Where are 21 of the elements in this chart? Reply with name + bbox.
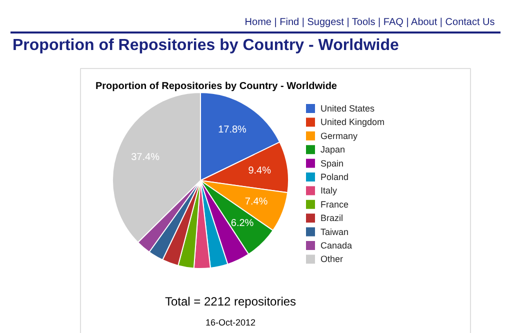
data-label: 7.4% xyxy=(244,196,268,208)
data-label: 17.8% xyxy=(218,124,247,136)
chart-title: Proportion of Repositories by Country - Worldwide xyxy=(96,81,338,92)
legend-label: Spain xyxy=(320,158,344,168)
legend-label: Japan xyxy=(320,144,346,155)
text: Home | Find | Suggest | Tools | FAQ | About | Contact Us xyxy=(244,17,495,28)
legend-label: Taiwan xyxy=(320,226,349,237)
legend-label: Germany xyxy=(320,130,358,141)
legend-label: Canada xyxy=(320,240,352,250)
legend-label: United Kingdom xyxy=(320,117,385,128)
legend-label: Other xyxy=(320,254,344,264)
legend-label: Italy xyxy=(320,186,338,196)
legend-label: France xyxy=(320,199,349,210)
data-label: 6.2% xyxy=(230,218,254,229)
text: 16-Oct-2012 xyxy=(205,318,256,328)
legend-label: United States xyxy=(320,104,376,114)
legend-label: Brazil xyxy=(320,213,344,224)
data-label: 9.4% xyxy=(248,166,272,177)
legend-label: Poland xyxy=(320,172,349,182)
text: Total = 2212 repositories xyxy=(164,294,296,308)
text: Proportion of Repositories by Country - Worldwide xyxy=(12,37,399,54)
